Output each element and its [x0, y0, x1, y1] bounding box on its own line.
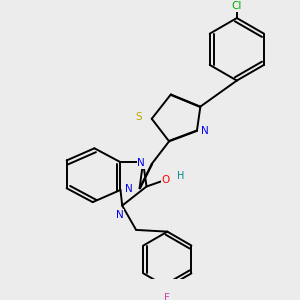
Text: Cl: Cl [232, 1, 242, 11]
Text: O: O [161, 175, 170, 184]
Text: F: F [164, 293, 170, 300]
Text: N: N [125, 184, 133, 194]
Text: N: N [201, 126, 208, 136]
Text: N: N [137, 158, 145, 168]
Text: H: H [176, 171, 184, 181]
Text: N: N [116, 210, 123, 220]
Text: S: S [135, 112, 142, 122]
